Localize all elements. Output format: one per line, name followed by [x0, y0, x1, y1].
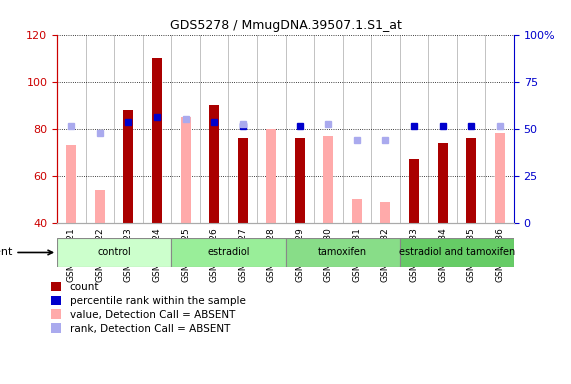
Bar — [180, 117, 191, 223]
FancyBboxPatch shape — [286, 238, 400, 267]
Bar — [66, 145, 77, 223]
Bar — [238, 138, 248, 223]
Bar — [437, 143, 448, 223]
Bar — [494, 133, 505, 223]
Bar — [95, 190, 105, 223]
Text: agent: agent — [0, 247, 53, 258]
FancyBboxPatch shape — [400, 238, 514, 267]
FancyBboxPatch shape — [57, 238, 171, 267]
Bar — [380, 202, 391, 223]
Bar — [266, 129, 276, 223]
Legend: count, percentile rank within the sample, value, Detection Call = ABSENT, rank, : count, percentile rank within the sample… — [51, 282, 246, 334]
Text: estradiol and tamoxifen: estradiol and tamoxifen — [399, 247, 515, 258]
Text: tamoxifen: tamoxifen — [318, 247, 367, 258]
Bar — [295, 138, 305, 223]
Bar — [466, 138, 476, 223]
Text: control: control — [97, 247, 131, 258]
Bar — [123, 110, 134, 223]
Bar — [323, 136, 333, 223]
Bar — [152, 58, 162, 223]
Bar — [352, 199, 362, 223]
FancyBboxPatch shape — [171, 238, 286, 267]
Bar — [209, 105, 219, 223]
Bar — [409, 159, 419, 223]
Title: GDS5278 / MmugDNA.39507.1.S1_at: GDS5278 / MmugDNA.39507.1.S1_at — [170, 19, 401, 32]
Text: estradiol: estradiol — [207, 247, 250, 258]
